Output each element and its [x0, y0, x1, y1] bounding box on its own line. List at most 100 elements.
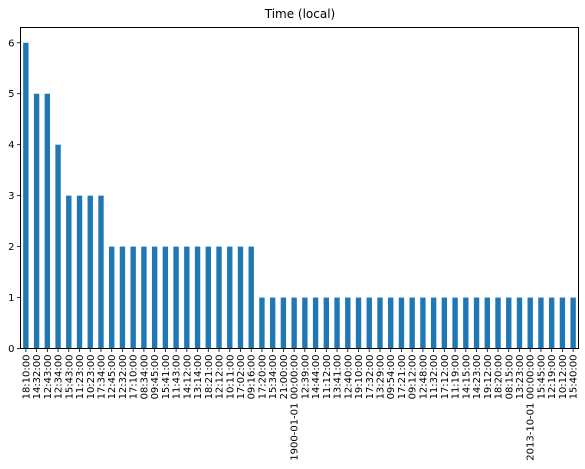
bar-09:54:00 — [388, 297, 394, 349]
x-tick-label: 15:40:00 — [569, 355, 580, 400]
bar-17:10:00 — [130, 246, 136, 349]
x-tick-label: 11:23:00 — [75, 355, 86, 400]
y-tick-label: 0 — [8, 344, 14, 355]
x-tick-label: 15:41:00 — [161, 355, 172, 400]
x-tick-label: 1900-01-01 00:00:00 — [290, 355, 301, 461]
y-tick-label: 2 — [8, 242, 14, 253]
bar-10:12:00 — [559, 297, 566, 349]
x-tick-label: 11:43:00 — [172, 355, 183, 400]
bar-17:32:00 — [366, 297, 372, 349]
y-tick-label: 4 — [8, 140, 14, 151]
bar-12:43:00 — [44, 93, 51, 349]
x-tick-label: 08:15:00 — [504, 355, 515, 400]
x-tick-label: 12:19:00 — [547, 355, 558, 400]
bar-12:32:00 — [119, 246, 126, 349]
bar-11:43:00 — [173, 246, 179, 349]
x-tick-label: 13:23:00 — [515, 355, 526, 400]
x-tick-label: 13:29:00 — [375, 355, 386, 400]
x-tick-label: 10:11:00 — [225, 355, 236, 400]
x-tick-label: 21:00:00 — [279, 355, 290, 400]
x-tick-label: 08:34:00 — [139, 355, 150, 400]
bar-12:45:00 — [109, 246, 115, 349]
bar-13:23:00 — [516, 297, 523, 349]
bar-14:44:00 — [312, 297, 319, 349]
x-tick-label: 18:10:00 — [21, 355, 32, 400]
bar-14:32:00 — [33, 93, 40, 349]
bar-12:39:00 — [302, 297, 308, 349]
x-tick-label: 12:45:00 — [107, 355, 118, 400]
x-tick-label: 13:14:00 — [193, 355, 204, 400]
x-tick-label: 12:43:00 — [43, 355, 54, 400]
x-tick-label: 14:15:00 — [461, 354, 472, 399]
bar-14:12:00 — [184, 246, 190, 349]
y-tick-label: 5 — [8, 89, 14, 100]
bar-10:23:00 — [87, 195, 93, 349]
y-tick-label: 3 — [8, 191, 14, 202]
bar-11:12:00 — [323, 297, 330, 349]
x-tick-label: 2013-10-01 00:00:00 — [526, 355, 537, 461]
bar-09:45:00 — [151, 246, 158, 349]
x-tick-label: 11:32:00 — [429, 355, 440, 400]
y-tick-label: 1 — [8, 293, 14, 304]
bar-19:10:00 — [355, 297, 362, 349]
x-tick-label: 12:40:00 — [343, 355, 354, 400]
x-tick-label: 17:10:00 — [129, 355, 140, 400]
y-axis: 0 1 2 3 4 5 6 — [8, 38, 21, 355]
x-tick-label: 12:12:00 — [215, 355, 226, 400]
bar-14:23:00 — [473, 297, 480, 349]
x-tick-label: 18:20:00 — [494, 355, 505, 400]
bar-08:15:00 — [506, 297, 512, 349]
bar-12:40:00 — [345, 297, 351, 349]
x-tick-label: 14:44:00 — [311, 355, 322, 400]
bar-17:34:00 — [98, 195, 104, 349]
x-tick-label: 12:32:00 — [118, 355, 129, 400]
plot-frame — [20, 27, 579, 349]
x-tick-label: 09:12:00 — [408, 355, 419, 400]
bar-15:43:00 — [66, 195, 72, 349]
x-tick-label: 15:34:00 — [268, 355, 279, 400]
bar-15:34:00 — [269, 297, 276, 349]
x-tick-label: 13:41:00 — [333, 355, 344, 400]
bar-08:34:00 — [141, 246, 147, 349]
bar-11:19:00 — [452, 297, 458, 349]
bar-19:12:00 — [484, 297, 490, 349]
y-tick-label: 6 — [8, 38, 14, 49]
bar-21:00:00 — [280, 297, 287, 349]
bar-12:48:00 — [420, 297, 426, 349]
bar-09:16:00 — [248, 246, 254, 349]
bar-15:45:00 — [538, 297, 544, 349]
chart-title: Time (local) — [264, 7, 336, 21]
x-tick-label: 12:34:00 — [54, 355, 65, 400]
bar-1900-01-01 00:00:00 — [291, 297, 297, 349]
bar-17:21:00 — [398, 297, 405, 349]
x-tick-label: 19:12:00 — [483, 355, 494, 400]
bar-12:34:00 — [55, 144, 61, 349]
x-tick-label: 17:12:00 — [440, 355, 451, 400]
bars-group — [23, 42, 576, 349]
bar-12:12:00 — [216, 246, 222, 349]
x-tick-label: 14:23:00 — [472, 355, 483, 400]
x-tick-label: 17:21:00 — [397, 355, 408, 400]
x-axis: 18:10:00 14:32:00 12:43:00 12:34:00 15:43:00… — [21, 348, 580, 461]
bar-15:40:00 — [570, 297, 576, 349]
bar-17:02:00 — [237, 246, 244, 349]
bar-17:20:00 — [259, 297, 265, 349]
x-tick-label: 14:12:00 — [182, 355, 193, 400]
bar-18:10:00 — [23, 42, 29, 349]
x-tick-label: 14:32:00 — [32, 355, 43, 400]
x-tick-label: 17:20:00 — [257, 355, 268, 400]
x-tick-label: 15:45:00 — [536, 355, 547, 400]
x-tick-label: 17:02:00 — [236, 355, 247, 400]
x-tick-label: 09:45:00 — [150, 355, 161, 400]
bar-13:14:00 — [194, 246, 201, 349]
x-tick-label: 17:32:00 — [365, 355, 376, 400]
bar-11:23:00 — [76, 195, 83, 349]
bar-09:12:00 — [409, 297, 415, 349]
bar-18:21:00 — [205, 246, 211, 349]
bar-14:15:00 — [463, 297, 469, 349]
x-tick-label: 09:54:00 — [386, 355, 397, 400]
x-tick-label: 09:16:00 — [247, 355, 258, 400]
bar-15:41:00 — [162, 246, 169, 349]
bar-13:41:00 — [334, 297, 340, 349]
